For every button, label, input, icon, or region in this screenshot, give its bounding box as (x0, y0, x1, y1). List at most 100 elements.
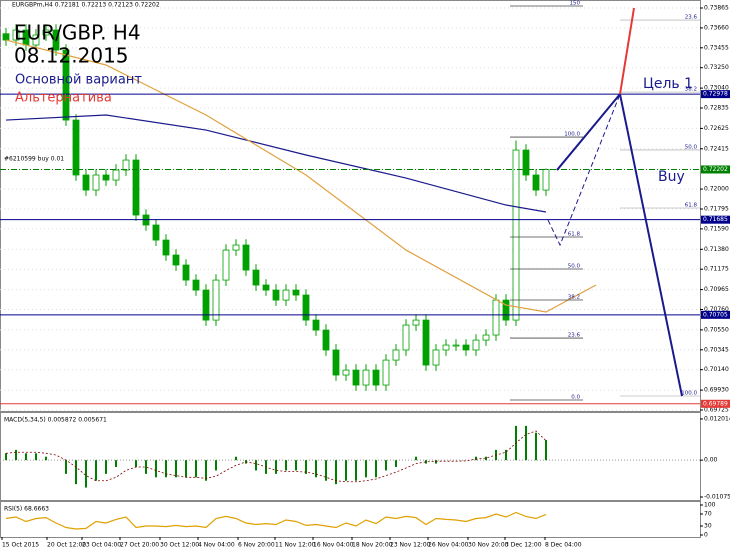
x-tick-label: 30 Oct 12:00 (160, 542, 199, 549)
annotation: Цель 1 (643, 76, 693, 92)
chart-title: EUR/GBP. H4 (14, 21, 141, 45)
x-tick-label: 23 Oct 04:00 (82, 542, 121, 549)
macd-bar (325, 460, 327, 481)
candle-body (452, 344, 460, 347)
candle-body (212, 279, 220, 321)
y-tick-label: 0.73040 (704, 85, 729, 92)
macd-bar (115, 460, 117, 468)
y-tick-label: 0.73250 (704, 64, 729, 71)
candle-body (102, 174, 110, 181)
candle-body (242, 244, 250, 271)
candle-body (372, 369, 380, 386)
candle-body (462, 344, 470, 351)
y-tick-label: 0.70140 (704, 366, 729, 373)
x-tick-label: 27 Oct 20:00 (120, 542, 159, 549)
candle-body (262, 284, 270, 291)
y-tick-label: 0.72415 (704, 145, 729, 152)
y-tick-label: 0.71380 (704, 246, 729, 253)
macd-bar (435, 460, 437, 464)
fib-label: 38.2 (685, 87, 697, 93)
projection-line (547, 93, 621, 247)
panel-title: MACD(5,34,5) 0.005872 0.005671 (4, 417, 107, 424)
macd-bar (395, 460, 397, 468)
candle-body (492, 299, 500, 336)
price-label-bg (701, 399, 730, 408)
price-label: 0.70705 (703, 311, 728, 318)
macd-bar (175, 460, 177, 478)
candle-body (512, 149, 520, 321)
fib-label: 50.0 (568, 264, 581, 270)
macd-bar (165, 460, 167, 478)
x-tick-label: 18 Nov 20:00 (352, 542, 393, 549)
fib-label: 0.0 (571, 394, 580, 400)
macd-bar (45, 456, 47, 461)
candle-body (482, 334, 490, 341)
macd-bar (65, 460, 67, 474)
macd-bar (255, 460, 257, 471)
candle-body (82, 174, 90, 191)
candle-body (252, 269, 260, 286)
fib-label: 23.6 (685, 15, 698, 21)
candle-body (72, 119, 80, 176)
candle-body (182, 264, 190, 281)
macd-bar (365, 460, 367, 478)
macd-bar (75, 460, 77, 485)
macd-bar (275, 460, 277, 474)
macd-bar (385, 460, 387, 471)
panel (0, 501, 701, 538)
candle-body (152, 224, 160, 241)
macd-bar (485, 456, 487, 461)
y-tick-label: 0.71590 (704, 225, 729, 232)
macd-bar (215, 460, 217, 471)
fib-label: 61.8 (568, 231, 581, 237)
macd-bar (205, 460, 207, 481)
candle-body (442, 344, 450, 351)
y-tick-label: 0.72835 (704, 105, 729, 112)
candle-body (92, 174, 100, 191)
x-tick-label: 8 Dec 04:00 (545, 542, 582, 549)
x-tick-label: 26 Nov 04:00 (428, 542, 469, 549)
macd-bar (355, 460, 357, 481)
x-tick-label: 30 Nov 20:00 (468, 542, 509, 549)
fib-label: 100.0 (681, 391, 697, 397)
y-tick-label: 0.70550 (704, 326, 729, 333)
y-tick-label: 0.72625 (704, 125, 729, 132)
macd-bar (35, 453, 37, 461)
candle-body (132, 159, 140, 216)
fib-label: 23.6 (568, 333, 581, 339)
candle-body (202, 289, 210, 321)
candle-body (322, 329, 330, 351)
y-tick-label: 0.70760 (704, 306, 729, 313)
macd-bar (5, 453, 7, 461)
candle-body (312, 319, 320, 331)
candle-body (112, 169, 120, 181)
y-tick-label: -0.010751 (704, 494, 730, 501)
candle-body (2, 33, 10, 41)
y-tick-label: 0.71175 (704, 266, 729, 273)
macd-bar (295, 460, 297, 471)
panel (0, 412, 701, 501)
candle-body (272, 289, 280, 301)
y-tick-label: 0.70345 (704, 346, 729, 353)
price-label-bg (701, 215, 730, 224)
macd-bar (155, 460, 157, 478)
macd-bar (335, 460, 337, 485)
panel (0, 0, 701, 412)
y-tick-label: 0 (704, 532, 708, 539)
annotation: 08.12.2015 (14, 44, 129, 68)
x-tick-label: 4 Nov 04:00 (198, 542, 235, 549)
rsi-line (5, 511, 547, 530)
moving-average (5, 39, 597, 313)
projection-name: Основной вариант (15, 73, 142, 88)
candle-body (32, 34, 40, 46)
y-tick-label: 0.73660 (704, 24, 729, 31)
price-label: 0.69789 (703, 400, 728, 407)
annotation: Buy (658, 169, 685, 185)
candle-body (342, 369, 350, 376)
x-tick-label: 11 Nov 12:00 (275, 542, 316, 549)
y-tick-label: 0.70965 (704, 286, 729, 293)
candle-body (192, 279, 200, 291)
price-label: 0.71685 (703, 216, 728, 223)
macd-bar (305, 460, 307, 474)
chart-subtitle: EURGBPm,H4 0.72181 0.72213 0.72123 0.722… (12, 2, 160, 9)
